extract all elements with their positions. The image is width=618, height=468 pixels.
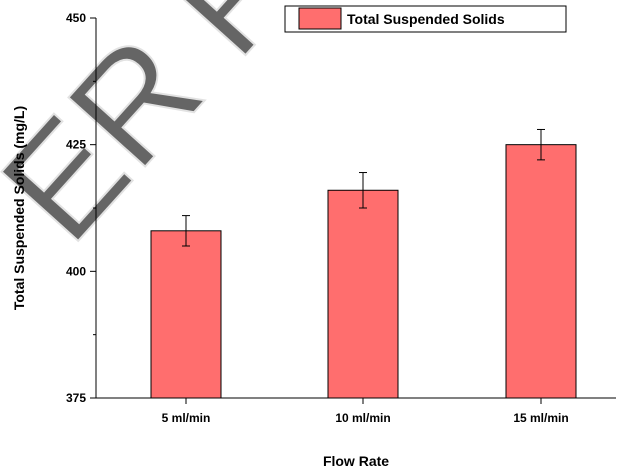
bar [150,230,222,399]
legend-label: Total Suspended Solids [347,11,505,27]
error-bars-layer [182,128,545,247]
legend-swatch [298,7,342,30]
bar [327,189,399,399]
y-axis-label: Total Suspended Solids (mg/L) [11,106,27,310]
ticks-layer: 375 400 425 450 5 ml/min 10 ml/min 15 ml/min [66,11,569,425]
y-tick-label: 400 [66,264,86,278]
bar [505,144,577,399]
x-tick-label: 15 ml/min [513,411,568,425]
y-tick-label: 450 [66,11,86,25]
bars-layer [150,144,577,399]
y-tick-label: 375 [66,391,86,405]
x-tick-label: 5 ml/min [162,411,211,425]
legend: Total Suspended Solids [284,5,567,33]
y-tick-label: 425 [66,138,86,152]
x-tick-label: 10 ml/min [335,411,390,425]
x-axis-label: Flow Rate [323,453,389,468]
